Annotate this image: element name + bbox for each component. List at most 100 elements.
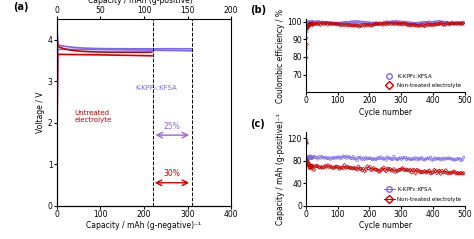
Point [323, 165, 330, 168]
Point [451, 158, 458, 162]
Point [384, 155, 392, 159]
Point [338, 21, 346, 25]
Point [343, 156, 351, 160]
Point [329, 166, 337, 170]
Point [304, 155, 312, 159]
Point [445, 22, 452, 26]
Point [305, 163, 313, 167]
Point [308, 156, 316, 160]
Point [390, 20, 398, 24]
Point [330, 22, 338, 26]
Point [308, 167, 316, 170]
Point [304, 156, 312, 159]
Point [304, 24, 312, 28]
Point [433, 22, 441, 26]
Point [455, 21, 462, 25]
Point [372, 158, 380, 161]
Point [338, 155, 346, 159]
Point [318, 20, 325, 24]
Point [432, 157, 439, 161]
Point [351, 20, 358, 24]
Point [332, 156, 339, 159]
Point [318, 165, 325, 169]
Point [399, 156, 407, 160]
Point [384, 21, 392, 25]
Point [452, 157, 460, 161]
X-axis label: Cycle number: Cycle number [359, 108, 412, 117]
Point [309, 22, 316, 25]
Point [348, 23, 356, 27]
Point [392, 22, 399, 26]
Point [371, 22, 379, 26]
Text: (c): (c) [251, 119, 265, 129]
Point [394, 169, 401, 173]
Point [436, 22, 443, 26]
Point [332, 165, 339, 168]
Point [409, 22, 417, 26]
Point [306, 166, 313, 170]
Point [376, 170, 383, 174]
Point [388, 157, 395, 161]
Point [417, 23, 424, 27]
Point [452, 21, 460, 25]
Point [409, 157, 417, 161]
Point [311, 22, 319, 26]
Point [310, 20, 318, 24]
Point [361, 157, 368, 161]
Point [392, 19, 400, 23]
Point [424, 21, 432, 24]
Point [313, 164, 320, 168]
Point [305, 20, 313, 24]
Point [407, 23, 414, 27]
Y-axis label: Capacity / mAh (g-positive)⁻¹: Capacity / mAh (g-positive)⁻¹ [276, 113, 285, 225]
Point [446, 171, 454, 174]
Point [398, 157, 405, 161]
Point [415, 24, 423, 27]
Point [438, 22, 446, 25]
Point [399, 166, 407, 170]
Point [419, 21, 427, 25]
Point [328, 156, 336, 160]
Point [306, 22, 314, 26]
Point [366, 165, 374, 169]
Point [401, 21, 409, 24]
Point [328, 165, 336, 169]
Legend: K-KPF$_6$:KFSA, Non-treated electrolyte: K-KPF$_6$:KFSA, Non-treated electrolyte [383, 184, 462, 203]
Point [454, 171, 461, 175]
Point [448, 157, 456, 161]
Point [366, 156, 374, 160]
Point [460, 21, 467, 25]
Point [372, 21, 380, 25]
Point [405, 157, 413, 161]
Point [361, 21, 368, 24]
Point [360, 20, 367, 24]
Point [422, 170, 429, 174]
Point [353, 158, 361, 162]
Point [328, 21, 336, 25]
Point [404, 21, 411, 25]
Point [442, 23, 450, 27]
Point [368, 167, 376, 171]
Point [342, 155, 349, 159]
Point [443, 21, 451, 25]
Point [358, 20, 366, 24]
Point [456, 22, 464, 26]
Point [308, 21, 315, 24]
Point [303, 139, 310, 142]
Point [352, 157, 360, 161]
Point [375, 169, 383, 173]
Point [426, 23, 433, 27]
Point [358, 24, 366, 28]
Point [306, 21, 314, 24]
Point [308, 164, 316, 168]
Point [418, 24, 426, 27]
Point [433, 21, 441, 24]
Point [376, 22, 383, 26]
Point [303, 156, 311, 160]
Point [305, 162, 312, 166]
Point [432, 20, 439, 24]
Text: 25%: 25% [164, 122, 181, 131]
Point [330, 166, 338, 170]
Point [457, 158, 465, 162]
Point [307, 163, 315, 167]
